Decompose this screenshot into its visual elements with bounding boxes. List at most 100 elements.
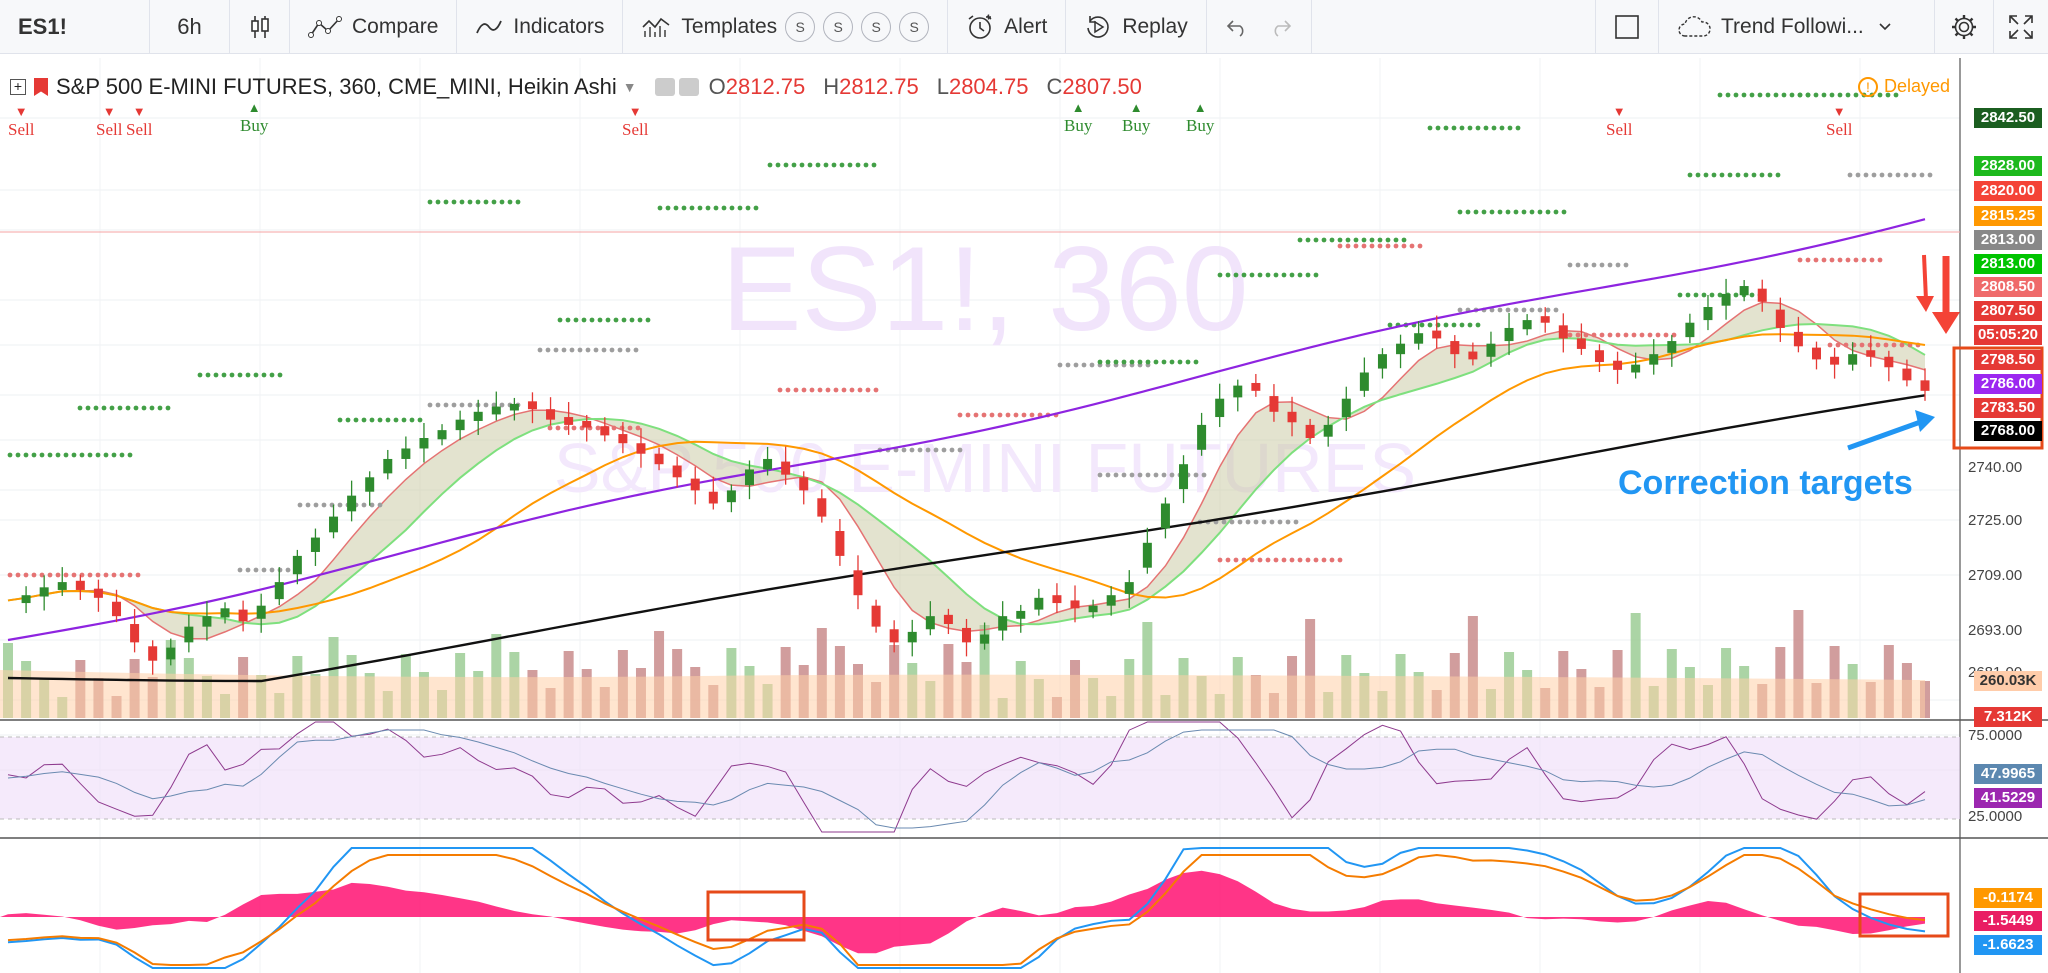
- level-dot: [1741, 92, 1747, 98]
- level-dot: [1513, 307, 1519, 313]
- candle-body: [1613, 360, 1623, 370]
- level-dot: [427, 402, 433, 408]
- level-dot: [593, 347, 599, 353]
- candle-body: [781, 461, 791, 475]
- level-dot: [237, 567, 243, 573]
- rectangle-tool-button[interactable]: [1595, 0, 1659, 54]
- candle-body: [347, 495, 357, 512]
- level-dot: [777, 387, 783, 393]
- level-dot: [1401, 237, 1407, 243]
- level-dot: [1451, 125, 1457, 131]
- level-dot: [1489, 307, 1495, 313]
- level-dot: [1599, 262, 1605, 268]
- moving-averages: [7, 218, 1926, 683]
- level-dot: [483, 402, 489, 408]
- volume-bar: [1793, 610, 1804, 718]
- indicators-button[interactable]: Indicators: [457, 0, 624, 54]
- replay-button[interactable]: Replay: [1066, 0, 1207, 54]
- symbol-search[interactable]: ES1!: [0, 0, 150, 54]
- level-dot: [933, 447, 939, 453]
- level-dot: [297, 502, 303, 508]
- level-dot: [1233, 557, 1239, 563]
- candle-body: [1594, 350, 1604, 363]
- macd-histogram: [0, 870, 1925, 954]
- compare-button[interactable]: Compare: [290, 0, 458, 54]
- template-badge-4[interactable]: S: [899, 11, 930, 42]
- level-dot: [1749, 292, 1755, 298]
- signal-buy: ▲ Buy: [1186, 100, 1214, 136]
- level-dot: [1735, 172, 1741, 178]
- level-dot: [1113, 359, 1119, 365]
- level-dot: [1313, 557, 1319, 563]
- level-dot: [205, 372, 211, 378]
- undo-button[interactable]: [1207, 0, 1259, 54]
- level-dot: [1911, 172, 1917, 178]
- level-dot: [1021, 412, 1027, 418]
- level-dot: [1377, 243, 1383, 249]
- level-dot: [345, 417, 351, 423]
- template-badge-2[interactable]: S: [823, 11, 854, 42]
- level-dot: [1545, 307, 1551, 313]
- interval-button[interactable]: 6h: [150, 0, 230, 54]
- level-dot: [1489, 209, 1495, 215]
- level-dot: [417, 417, 423, 423]
- delayed-badge[interactable]: ! Delayed: [1858, 76, 1950, 97]
- level-dot: [321, 502, 327, 508]
- level-dot: [1871, 172, 1877, 178]
- redo-button[interactable]: [1259, 0, 1312, 54]
- candle-body: [491, 406, 501, 415]
- level-dot: [221, 372, 227, 378]
- level-dot: [109, 405, 115, 411]
- level-dot: [657, 205, 663, 211]
- signal-label: Sell: [1826, 120, 1853, 139]
- level-dot: [1337, 557, 1343, 563]
- level-dot: [475, 199, 481, 205]
- candle-body: [564, 417, 574, 425]
- level-dot: [23, 572, 29, 578]
- level-dot: [337, 502, 343, 508]
- legend-dropdown-icon[interactable]: ▼: [622, 79, 637, 95]
- templates-button[interactable]: Templates S S S S: [623, 0, 949, 54]
- candle-body: [1848, 354, 1858, 365]
- price-label: 2808.50: [1974, 277, 2042, 297]
- heikin-ashi-candles: [21, 278, 1930, 675]
- price-label: 2815.25: [1974, 206, 2042, 226]
- candle-body: [1016, 610, 1026, 619]
- level-dot: [1895, 172, 1901, 178]
- level-dot: [499, 199, 505, 205]
- legend-settings-icon[interactable]: [678, 78, 699, 96]
- level-dot: [1465, 209, 1471, 215]
- candle-body: [437, 430, 447, 440]
- level-dot: [1693, 292, 1699, 298]
- level-dot: [1257, 272, 1263, 278]
- level-dot: [1767, 172, 1773, 178]
- level-dot: [1473, 209, 1479, 215]
- template-badge-3[interactable]: S: [861, 11, 892, 42]
- settings-button[interactable]: [1935, 0, 1994, 54]
- level-dot: [103, 572, 109, 578]
- level-dot: [1221, 519, 1227, 525]
- template-badge-1[interactable]: S: [785, 11, 816, 42]
- level-dot: [1623, 262, 1629, 268]
- chart-style-button[interactable]: [230, 0, 290, 54]
- volume-bar: [654, 631, 665, 718]
- rsi-band: [0, 737, 1960, 819]
- alarm-clock-icon: [968, 14, 992, 39]
- candle-body: [871, 605, 881, 627]
- level-dot: [1121, 472, 1127, 478]
- level-dot: [611, 425, 617, 431]
- legend-eye-icon[interactable]: [654, 78, 675, 96]
- level-dot: [1137, 472, 1143, 478]
- layout-selector[interactable]: Trend Followi...: [1659, 0, 1935, 54]
- alert-button[interactable]: Alert: [948, 0, 1067, 54]
- level-dot: [1505, 209, 1511, 215]
- level-dot: [1297, 237, 1303, 243]
- candle-body: [618, 434, 628, 444]
- level-dot: [1903, 172, 1909, 178]
- legend-expand-icon[interactable]: +: [10, 79, 26, 95]
- level-dot: [673, 205, 679, 211]
- fullscreen-button[interactable]: [1994, 0, 2048, 54]
- candle-body: [636, 443, 646, 454]
- level-dot: [1885, 92, 1891, 98]
